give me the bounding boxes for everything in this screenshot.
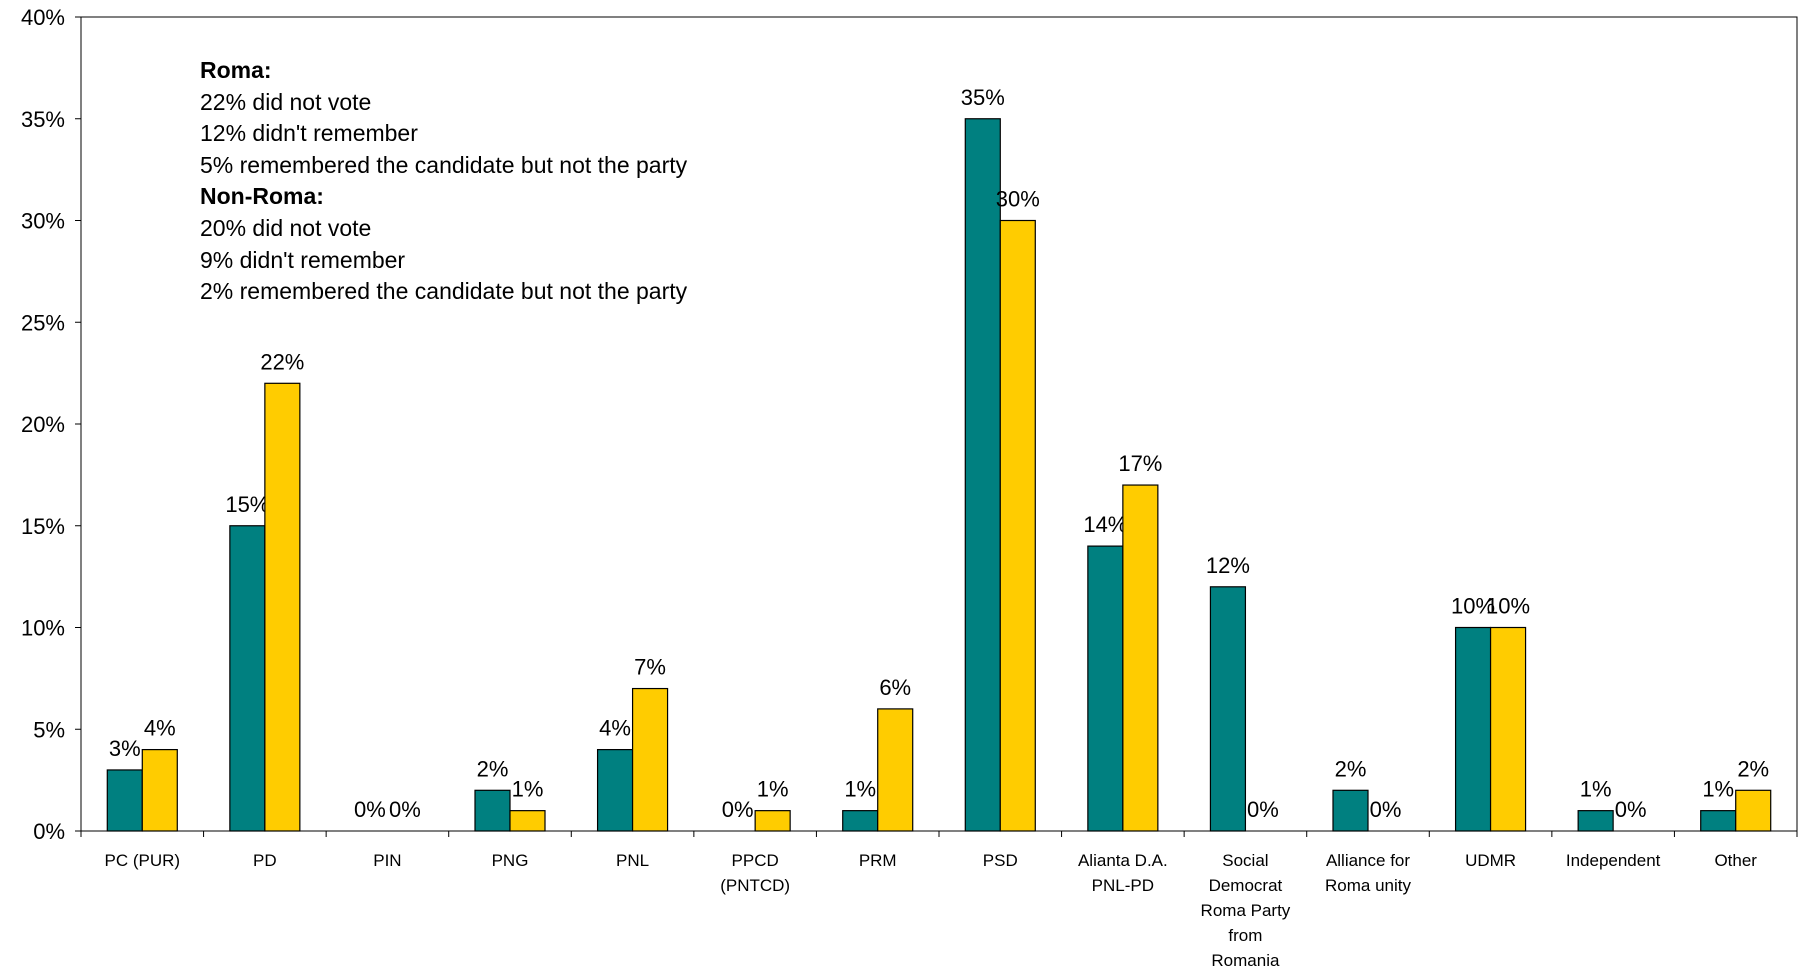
y-tick-label: 40% [21, 5, 65, 30]
data-label: 2% [1737, 756, 1769, 781]
bar [999, 219, 1036, 832]
data-label: 0% [1370, 797, 1402, 822]
x-tick-label: Alianta D.A. [1078, 851, 1168, 870]
data-label: 4% [144, 716, 176, 741]
x-tick-label: Social [1222, 851, 1268, 870]
bar [509, 810, 546, 832]
y-tick-label: 10% [21, 616, 65, 641]
roma-line: 12% didn't remember [200, 120, 418, 147]
data-label: 1% [512, 777, 544, 802]
bar [1087, 545, 1124, 832]
x-tick-label: PD [253, 851, 277, 870]
data-label: 35% [961, 85, 1005, 110]
data-label: 1% [1580, 777, 1612, 802]
x-tick-label: Democrat [1209, 876, 1283, 895]
roma-line: 5% remembered the candidate but not the … [200, 151, 688, 178]
data-label: 4% [599, 716, 631, 741]
data-label: 6% [879, 675, 911, 700]
data-label: 0% [1247, 797, 1279, 822]
x-tick-label: PNL [616, 851, 649, 870]
data-label: 10% [1486, 594, 1530, 619]
bar [1577, 810, 1614, 832]
data-label: 2% [477, 756, 509, 781]
bar [264, 382, 301, 832]
nonroma-line: 9% didn't remember [200, 246, 406, 273]
bar [106, 769, 143, 832]
bar [229, 525, 266, 832]
data-label: 17% [1118, 451, 1162, 476]
x-tick-label: Roma Party [1201, 901, 1291, 920]
data-label: 2% [1335, 756, 1367, 781]
data-label: 15% [225, 492, 269, 517]
y-tick-label: 15% [21, 514, 65, 539]
bar [1332, 789, 1369, 832]
nonroma-header: Non-Roma: [200, 183, 324, 210]
bar [1700, 810, 1737, 832]
nonroma-line: 20% did not vote [200, 214, 372, 241]
data-label: 30% [996, 187, 1040, 212]
x-tick-label: PNG [492, 851, 529, 870]
y-tick-label: 5% [33, 717, 65, 742]
x-tick-label: PPCD [732, 851, 779, 870]
bar [141, 748, 178, 832]
roma-line: 22% did not vote [200, 88, 372, 115]
x-tick-label: PC (PUR) [105, 851, 181, 870]
bar [1489, 626, 1527, 832]
data-label: 3% [109, 736, 141, 761]
x-tick-label: Other [1714, 851, 1757, 870]
data-label: 0% [354, 797, 386, 822]
data-label: 0% [389, 797, 421, 822]
roma-header: Roma: [200, 57, 272, 83]
y-tick-label: 25% [21, 310, 65, 335]
x-tick-label: Roma unity [1325, 876, 1411, 895]
bar [474, 789, 511, 832]
annotation-box: Roma: 22% did not vote 12% didn't rememb… [200, 55, 687, 308]
data-label: 10% [1451, 594, 1495, 619]
bar [964, 118, 1001, 832]
data-label: 0% [1615, 797, 1647, 822]
data-label: 22% [260, 349, 304, 374]
y-tick-label: 35% [21, 107, 65, 132]
bar [1122, 484, 1159, 832]
y-tick-label: 30% [21, 209, 65, 234]
data-label: 14% [1083, 512, 1127, 537]
x-tick-label: PNL-PD [1092, 876, 1154, 895]
x-tick-label: PSD [983, 851, 1018, 870]
x-tick-label: Romania [1211, 951, 1280, 968]
data-label: 1% [757, 777, 789, 802]
bar [1735, 789, 1772, 832]
data-label: 0% [722, 797, 754, 822]
x-tick-label: UDMR [1465, 851, 1516, 870]
data-label: 12% [1206, 553, 1250, 578]
x-tick-label: (PNTCD) [720, 876, 790, 895]
bar [1209, 586, 1247, 832]
x-tick-label: from [1228, 926, 1262, 945]
x-tick-label: PRM [859, 851, 897, 870]
bar [596, 748, 634, 832]
nonroma-line: 2% remembered the candidate but not the … [200, 278, 688, 305]
bar [631, 687, 669, 832]
y-tick-label: 0% [33, 819, 65, 844]
x-tick-label: Independent [1566, 851, 1661, 870]
data-label: 7% [634, 655, 666, 680]
x-tick-label: Alliance for [1326, 851, 1410, 870]
bar [1454, 626, 1492, 832]
data-label: 1% [1702, 777, 1734, 802]
bar [877, 708, 914, 832]
data-label: 1% [844, 777, 876, 802]
bar [754, 810, 791, 832]
x-tick-label: PIN [373, 851, 401, 870]
bar [842, 810, 879, 832]
y-tick-label: 20% [21, 412, 65, 437]
